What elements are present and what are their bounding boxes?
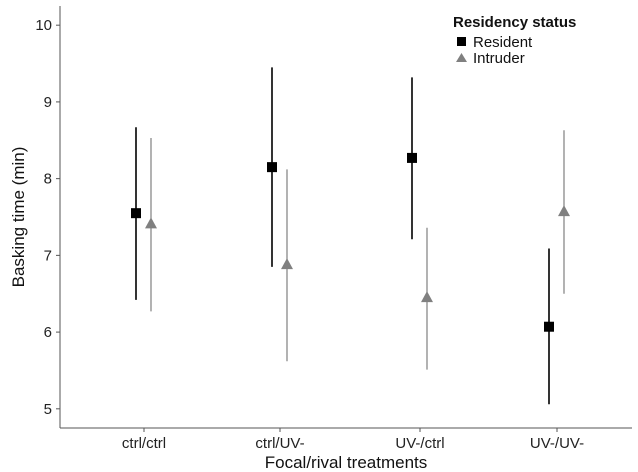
resident-point-ctrl-ctrl: [131, 208, 141, 219]
x-axis-title: Focal/rival treatments: [265, 453, 428, 472]
x-tick-label-ctrl-ctrl: ctrl/ctrl: [122, 435, 166, 452]
y-tick-label: 9: [44, 94, 52, 111]
y-tick-label: 8: [44, 171, 52, 188]
resident-point-uv-uv: [544, 321, 554, 332]
x-axis-ticks: ctrl/ctrl ctrl/UV- UV-/ctrl UV-/UV-: [122, 428, 584, 452]
legend-resident-square-marker: [457, 37, 466, 46]
legend: Residency status Resident Intruder: [453, 14, 576, 67]
legend-title: Residency status: [453, 14, 576, 31]
intruder-point-uv-uv: [558, 205, 570, 217]
resident-point-ctrl-uv: [267, 162, 277, 173]
legend-resident-label: Resident: [473, 34, 533, 51]
legend-intruder-triangle-marker: [456, 53, 467, 62]
y-tick-label: 7: [44, 247, 52, 264]
y-tick-label: 6: [44, 324, 52, 341]
legend-intruder-label: Intruder: [473, 50, 525, 67]
y-axis-title: Basking time (min): [9, 147, 28, 288]
y-axis-ticks: 5 6 7 8 9 10: [35, 17, 60, 418]
x-tick-label-ctrl-uv: ctrl/UV-: [255, 435, 304, 452]
resident-point-uv-ctrl: [407, 152, 417, 163]
y-tick-label: 5: [44, 401, 52, 418]
intruder-point-ctrl-uv: [281, 258, 293, 270]
data-marks: [131, 67, 570, 405]
intruder-point-ctrl-ctrl: [145, 217, 157, 229]
y-tick-label: 10: [35, 17, 52, 34]
intruder-point-uv-ctrl: [421, 291, 433, 303]
x-tick-label-uv-uv: UV-/UV-: [530, 435, 584, 452]
x-tick-label-uv-ctrl: UV-/ctrl: [395, 435, 444, 452]
